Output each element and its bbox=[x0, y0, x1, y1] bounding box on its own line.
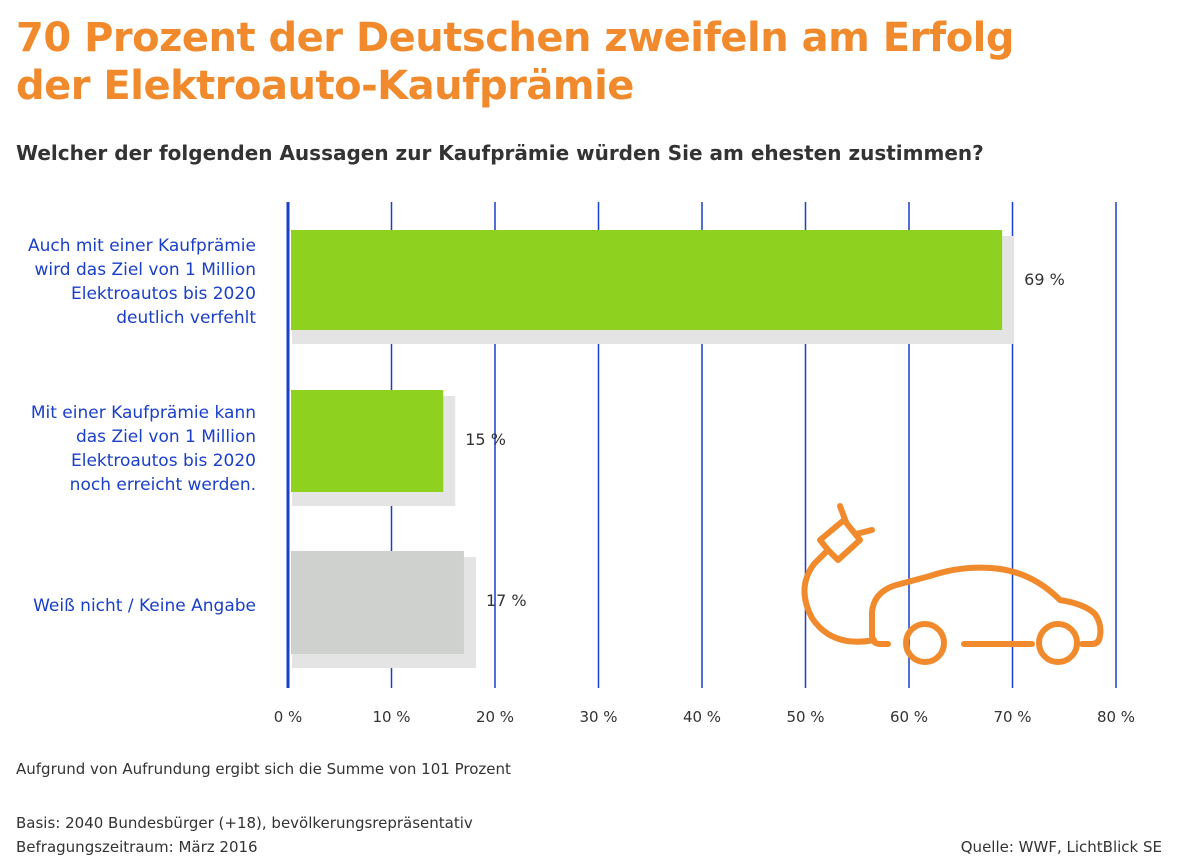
basis-note: Basis: 2040 Bundesbürger (+18), bevölker… bbox=[16, 814, 473, 832]
period-note: Befragungszeitraum: März 2016 bbox=[16, 838, 258, 856]
bar bbox=[291, 390, 444, 492]
category-label: Auch mit einer Kaufprämie wird das Ziel v… bbox=[4, 234, 256, 330]
car-body bbox=[869, 564, 1104, 647]
source-note: Quelle: WWF, LichtBlick SE bbox=[960, 838, 1162, 856]
category-label-line: noch erreicht werden. bbox=[69, 475, 256, 495]
data-label: 15 % bbox=[465, 430, 506, 449]
x-tick-label: 30 % bbox=[579, 708, 617, 726]
title-line-1: 70 Prozent der Deutschen zweifeln am Erf… bbox=[16, 15, 1015, 61]
x-tick-label: 40 % bbox=[683, 708, 721, 726]
data-label: 69 % bbox=[1024, 270, 1065, 289]
category-label-line: deutlich verfehlt bbox=[116, 308, 256, 328]
data-label: 17 % bbox=[486, 591, 527, 610]
x-tick-label: 50 % bbox=[786, 708, 824, 726]
category-label-line: das Ziel von 1 Million bbox=[75, 427, 256, 447]
plug-prongs bbox=[837, 503, 875, 537]
car-wheel-front bbox=[903, 621, 947, 665]
category-label: Weiß nicht / Keine Angabe bbox=[4, 594, 256, 618]
chart-title: 70 Prozent der Deutschen zweifeln am Erf… bbox=[16, 14, 1166, 110]
chart-subtitle: Welcher der folgenden Aussagen zur Kaufp… bbox=[16, 141, 984, 165]
title-line-2: der Elektroauto-Kaufprämie bbox=[16, 63, 634, 109]
category-label-line: Mit einer Kaufprämie kann bbox=[30, 403, 256, 423]
bars: 69 % 15 % 17 % bbox=[291, 230, 1065, 668]
x-tick-label: 10 % bbox=[372, 708, 410, 726]
plug-cable bbox=[801, 547, 877, 645]
x-tick-label: 80 % bbox=[1097, 708, 1135, 726]
x-tick-label: 0 % bbox=[274, 708, 303, 726]
x-tick-labels: 0 % 10 % 20 % 30 % 40 % 50 % 60 % 70 % 80 % bbox=[274, 708, 1135, 726]
electric-car-plug-icon bbox=[801, 503, 1104, 665]
x-tick-label: 70 % bbox=[993, 708, 1031, 726]
plug-head bbox=[817, 517, 863, 563]
x-tick-label: 20 % bbox=[476, 708, 514, 726]
car-wheel-rear bbox=[1036, 621, 1080, 665]
category-label-line: Weiß nicht / Keine Angabe bbox=[33, 596, 256, 616]
category-label: Mit einer Kaufprämie kann das Ziel von 1 … bbox=[4, 401, 256, 497]
category-label-line: Auch mit einer Kaufprämie bbox=[27, 236, 256, 256]
bar bbox=[291, 551, 464, 654]
category-label-line: Elektroautos bis 2020 bbox=[70, 284, 256, 304]
x-tick-label: 60 % bbox=[890, 708, 928, 726]
bar bbox=[291, 230, 1003, 330]
rounding-note: Aufgrund von Aufrundung ergibt sich die … bbox=[16, 760, 511, 778]
category-label-line: Elektroautos bis 2020 bbox=[70, 451, 256, 471]
category-label-line: wird das Ziel von 1 Million bbox=[34, 260, 256, 280]
